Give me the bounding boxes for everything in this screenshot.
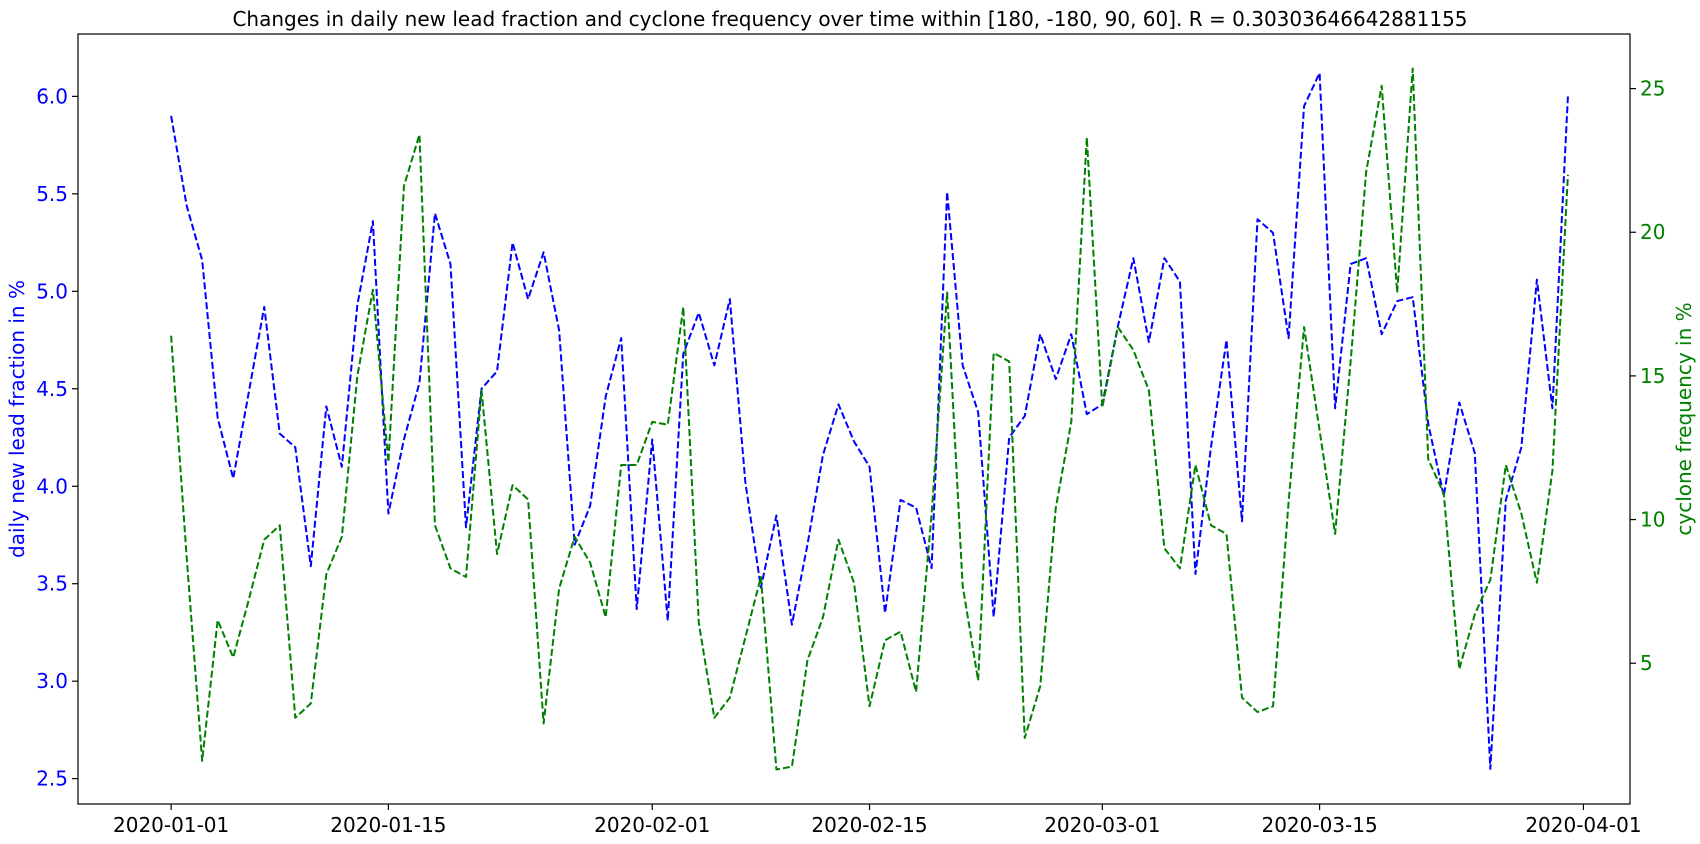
- left-y-tick-label: 4.0: [36, 474, 68, 498]
- right-y-tick-label: 5: [1640, 651, 1653, 675]
- x-axis: 2020-01-01 2020-01-15 2020-02-01 2020-02-15…: [113, 804, 1642, 837]
- x-tick-label: 2020-03-15: [1261, 813, 1377, 837]
- x-tick-label: 2020-01-15: [330, 813, 446, 837]
- lead-fraction-series-line: [170, 71, 1569, 770]
- chart-title: Changes in daily new lead fraction and c…: [232, 7, 1467, 31]
- left-y-tick-label: 3.5: [36, 572, 68, 596]
- left-axis-title: daily new lead fraction in %: [5, 280, 29, 558]
- left-y-tick-label: 5.0: [36, 279, 68, 303]
- series-layer: [170, 67, 1569, 771]
- right-y-tick-label: 20: [1640, 220, 1665, 244]
- left-y-axis: 2.5 3.0 3.5 4.0 4.5 5.0 5.5 6.0: [36, 84, 78, 791]
- left-y-tick-label: 6.0: [36, 84, 68, 108]
- right-y-tick-label: 25: [1640, 77, 1665, 101]
- left-y-tick-label: 2.5: [36, 767, 68, 791]
- right-y-axis: 5 10 15 20 25: [1630, 77, 1665, 675]
- x-tick-label: 2020-02-01: [594, 813, 710, 837]
- cyclone-frequency-series-line: [170, 67, 1569, 771]
- right-axis-title: cyclone frequency in %: [1672, 302, 1696, 535]
- x-tick-label: 2020-03-01: [1044, 813, 1160, 837]
- left-y-tick-label: 3.0: [36, 669, 68, 693]
- x-tick-label: 2020-01-01: [113, 813, 229, 837]
- x-tick-label: 2020-04-01: [1525, 813, 1641, 837]
- x-tick-label: 2020-02-15: [811, 813, 927, 837]
- left-y-tick-label: 5.5: [36, 182, 68, 206]
- right-y-tick-label: 15: [1640, 364, 1665, 388]
- right-y-tick-label: 10: [1640, 508, 1665, 532]
- plot-area-frame: [77, 33, 1631, 805]
- left-y-tick-label: 4.5: [36, 377, 68, 401]
